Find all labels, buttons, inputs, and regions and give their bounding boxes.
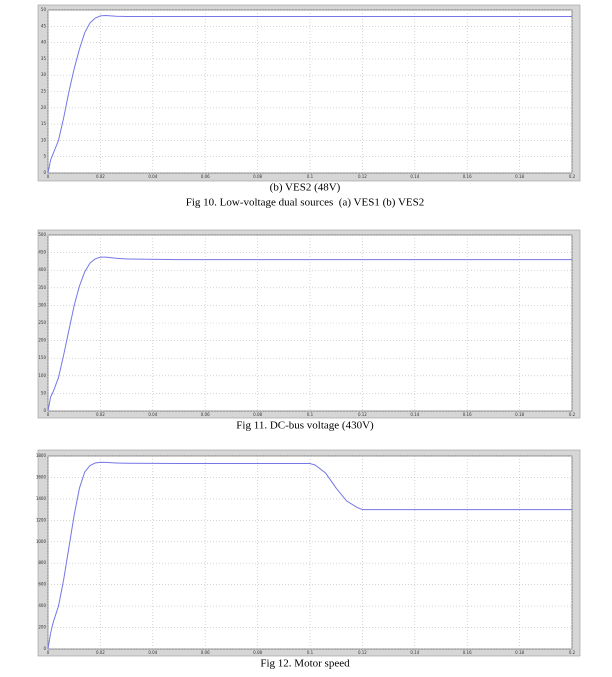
x-tick-label: 0.02 xyxy=(96,650,105,655)
x-tick-label: 0.1 xyxy=(307,174,314,179)
x-tick-label: 0.08 xyxy=(253,412,262,417)
x-tick-label: 0.1 xyxy=(307,650,314,655)
y-tick-label: 400 xyxy=(38,603,46,608)
x-tick-label: 0.18 xyxy=(515,412,524,417)
x-tick-label: 0.1 xyxy=(307,412,314,417)
x-tick-label: 0.14 xyxy=(410,174,419,179)
y-tick-label: 30 xyxy=(41,72,47,77)
line xyxy=(47,256,572,412)
x-tick-label: 0.04 xyxy=(148,650,157,655)
y-tick-label: 400 xyxy=(38,267,46,272)
y-tick-label: 1200 xyxy=(36,517,47,522)
x-tick-label: 0.02 xyxy=(96,412,105,417)
y-tick-label: 50 xyxy=(41,7,47,12)
y-tick-label: 0 xyxy=(43,170,46,175)
x-tick-label: 0 xyxy=(47,650,50,655)
x-tick-label: 0.2 xyxy=(569,412,576,417)
y-tick-label: 25 xyxy=(41,89,47,94)
x-tick-label: 0.06 xyxy=(201,650,210,655)
y-tick-label: 50 xyxy=(41,390,47,395)
x-tick-label: 0.02 xyxy=(96,174,105,179)
y-tick-label: 300 xyxy=(38,302,46,307)
y-tick-label: 5 xyxy=(43,154,46,159)
caption: Fig 10. Low-voltage dual sources (a) VES… xyxy=(186,197,425,209)
y-tick-label: 0 xyxy=(43,408,46,413)
x-tick-label: 0.14 xyxy=(410,412,419,417)
y-tick-label: 15 xyxy=(41,121,47,126)
y-tick-label: 200 xyxy=(38,625,46,630)
x-tick-label: 0.16 xyxy=(463,174,472,179)
y-tick-label: 800 xyxy=(38,560,46,565)
y-tick-label: 1000 xyxy=(36,539,47,544)
x-tick-label: 0.18 xyxy=(515,174,524,179)
x-tick-label: 0 xyxy=(47,412,50,417)
y-tick-label: 450 xyxy=(38,250,46,255)
x-tick-label: 0.16 xyxy=(463,412,472,417)
x-tick-label: 0.04 xyxy=(148,174,157,179)
x-tick-label: 0.12 xyxy=(358,650,367,655)
y-tick-label: 1600 xyxy=(36,474,47,479)
y-tick-label: 1400 xyxy=(36,496,47,501)
line xyxy=(47,461,572,650)
y-tick-label: 500 xyxy=(38,232,46,237)
x-tick-label: 0.12 xyxy=(358,412,367,417)
y-tick-label: 250 xyxy=(38,320,46,325)
y-tick-label: 0 xyxy=(43,646,46,651)
x-tick-label: 0.12 xyxy=(358,174,367,179)
x-tick-label: 0 xyxy=(47,174,50,179)
y-tick-label: 35 xyxy=(41,56,47,61)
x-tick-label: 0.08 xyxy=(253,174,262,179)
caption: Fig 11. DC-bus voltage (430V) xyxy=(236,420,374,432)
y-tick-label: 200 xyxy=(38,338,46,343)
y-tick-label: 100 xyxy=(38,373,46,378)
x-tick-label: 0.14 xyxy=(410,650,419,655)
x-tick-label: 0.2 xyxy=(569,174,576,179)
x-tick-label: 0.18 xyxy=(515,650,524,655)
y-tick-label: 20 xyxy=(41,105,47,110)
x-tick-label: 0.08 xyxy=(253,650,262,655)
x-tick-label: 0.04 xyxy=(148,412,157,417)
line xyxy=(47,15,572,174)
y-tick-label: 150 xyxy=(38,355,46,360)
y-tick-label: 10 xyxy=(41,137,47,142)
x-tick-label: 0.16 xyxy=(463,650,472,655)
x-tick-label: 0.2 xyxy=(569,650,576,655)
caption: (b) VES2 (48V) xyxy=(270,182,341,194)
x-tick-label: 0.06 xyxy=(201,174,210,179)
y-tick-label: 350 xyxy=(38,285,46,290)
caption: Fig 12. Motor speed xyxy=(260,658,350,670)
y-tick-label: 1800 xyxy=(36,453,47,458)
x-tick-label: 0.06 xyxy=(201,412,210,417)
y-tick-label: 600 xyxy=(38,582,46,587)
y-tick-label: 45 xyxy=(41,23,47,28)
y-tick-label: 40 xyxy=(41,40,47,45)
